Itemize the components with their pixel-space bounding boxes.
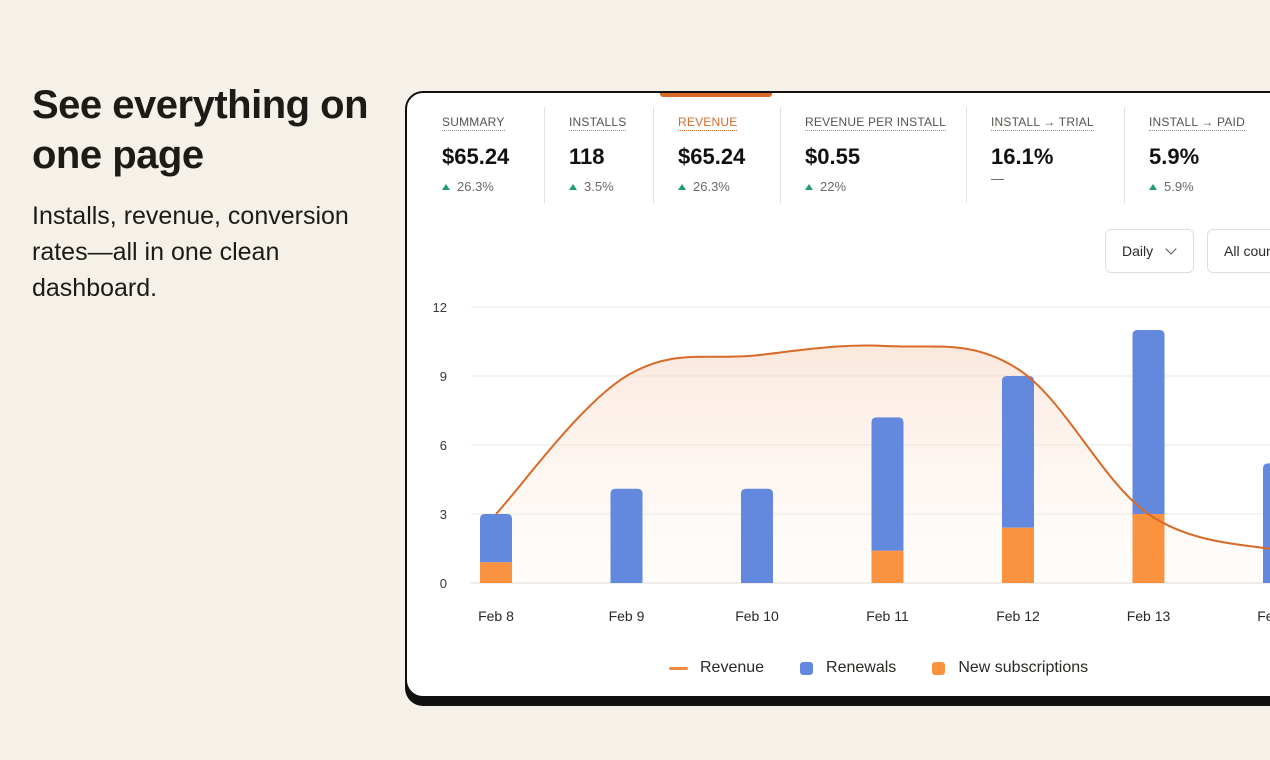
bar-renewals — [741, 488, 773, 583]
dashboard-card: Summary $65.24 26.3% Installs 118 3.5% R… — [405, 91, 1270, 698]
x-tick-label: Feb 11 — [866, 608, 909, 624]
metric-value: 118 — [569, 144, 605, 169]
metric-value: 5.9% — [1149, 144, 1200, 169]
x-tick-label: Feb 9 — [609, 608, 645, 624]
metric-installs[interactable]: Installs 118 3.5% — [534, 107, 654, 203]
no-change-icon — [991, 179, 1004, 180]
y-tick-label: 0 — [440, 576, 447, 591]
metric-change: 3.5% — [569, 179, 614, 194]
metric-install-trial[interactable]: Install → Trial 16.1% — [956, 107, 1125, 203]
x-tick-label: Feb 8 — [478, 608, 514, 624]
metric-value: $0.55 — [805, 144, 861, 169]
y-tick-label: 12 — [433, 300, 447, 315]
bar-new-subscriptions — [1132, 514, 1165, 583]
legend-label: New subscriptions — [958, 659, 1089, 676]
metric-revenue-per-install[interactable]: Revenue per install $0.55 22% — [770, 107, 967, 203]
y-tick-label: 6 — [440, 438, 447, 453]
bar-renewals — [1263, 463, 1270, 583]
metric-value: $65.24 — [678, 144, 746, 169]
triangle-up-icon — [805, 183, 813, 190]
metric-value: 16.1% — [991, 144, 1054, 169]
metric-change-value: 5.9% — [1164, 179, 1194, 194]
metrics-row: Summary $65.24 26.3% Installs 118 3.5% R… — [407, 107, 1270, 203]
metric-change: 26.3% — [442, 179, 494, 194]
metric-label: Revenue per install — [805, 115, 946, 131]
metric-label: Installs — [569, 115, 627, 131]
metric-label: Revenue — [678, 115, 738, 131]
legend-box-swatch — [800, 661, 814, 675]
metric-label: Summary — [442, 115, 505, 131]
triangle-up-icon — [1149, 183, 1157, 190]
bar-renewals — [1132, 330, 1165, 514]
metric-change — [991, 179, 1004, 180]
bar-renewals — [871, 417, 904, 551]
x-tick-label: Feb 14 — [1257, 608, 1270, 624]
period-select[interactable]: Daily — [1105, 229, 1194, 273]
revenue-chart: 0 3 6 9 12 Feb 8 Feb 9 Feb 10 Feb 11 Feb 12 Feb 13… — [433, 300, 1270, 624]
y-tick-label: 9 — [440, 369, 447, 384]
bar-renewals — [610, 488, 643, 583]
triangle-up-icon — [442, 183, 450, 190]
x-tick-label: Feb 10 — [735, 608, 779, 624]
metric-change-value: 22% — [820, 179, 847, 194]
hero-title: See everything on one page — [32, 83, 369, 177]
metric-change: 5.9% — [1149, 179, 1194, 194]
metric-change-value: 3.5% — [584, 179, 614, 194]
metric-change-value: 26.3% — [693, 179, 730, 194]
metric-revenue[interactable]: Revenue $65.24 26.3% — [643, 107, 781, 203]
country-select-value: All countries — [1224, 243, 1270, 259]
bar-renewals — [480, 514, 512, 563]
metric-install-paid[interactable]: Install → Paid 5.9% 5.9% — [1114, 107, 1270, 203]
x-tick-label: Feb 12 — [996, 608, 1040, 624]
legend-line-swatch — [669, 666, 688, 670]
active-tab-indicator — [660, 93, 772, 97]
hero-subtitle: Installs, revenue, conversion rates—all … — [32, 202, 349, 302]
triangle-up-icon — [678, 183, 686, 190]
period-select-value: Daily — [1122, 243, 1154, 259]
metric-value: $65.24 — [442, 144, 510, 169]
legend-label: Revenue — [700, 659, 765, 676]
x-tick-label: Feb 13 — [1127, 608, 1171, 624]
legend-item-new-subscriptions[interactable]: New subscriptions — [932, 659, 1088, 677]
bar-new-subscriptions — [1002, 527, 1034, 583]
bar-new-subscriptions — [480, 562, 512, 583]
legend-label: Renewals — [826, 659, 897, 676]
chevron-down-icon — [1165, 243, 1177, 255]
metric-change: 26.3% — [678, 179, 730, 194]
country-select[interactable]: All countries — [1207, 229, 1270, 273]
legend-item-renewals[interactable]: Renewals — [800, 659, 896, 677]
triangle-up-icon — [569, 183, 577, 190]
bar-new-subscriptions — [871, 550, 904, 583]
metric-summary[interactable]: Summary $65.24 26.3% — [407, 107, 545, 203]
legend-item-revenue[interactable]: Revenue — [669, 659, 764, 677]
metric-label: Install → Paid — [1149, 115, 1245, 131]
metric-change-value: 26.3% — [457, 179, 494, 194]
legend-box-swatch — [932, 661, 946, 675]
metric-change: 22% — [805, 179, 846, 194]
y-tick-label: 3 — [440, 507, 447, 522]
revenue-line — [495, 344, 1270, 550]
metric-label: Install → Trial — [991, 115, 1094, 131]
bar-renewals — [1002, 376, 1034, 528]
chart-legend: Revenue Renewals New subscriptions — [669, 659, 1124, 677]
